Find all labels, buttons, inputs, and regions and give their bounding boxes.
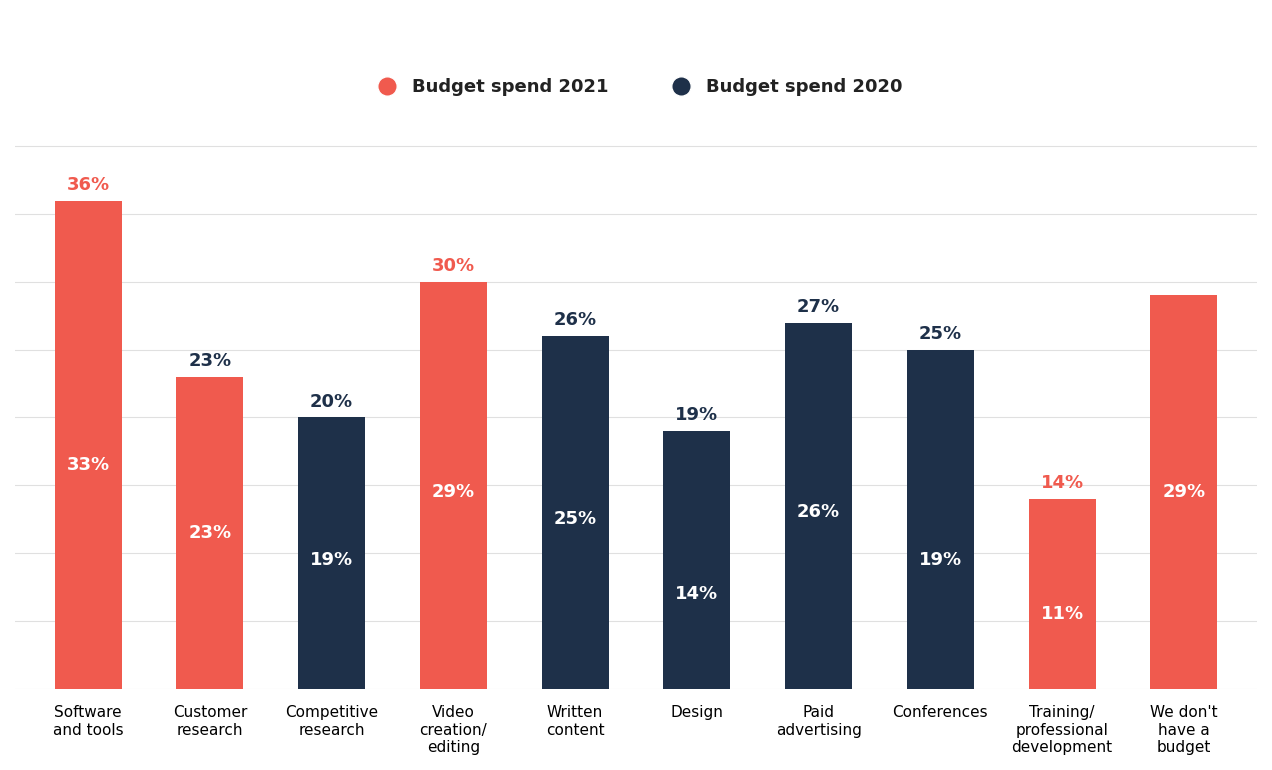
Bar bbox=[1029, 540, 1095, 688]
Text: 36%: 36% bbox=[66, 176, 109, 194]
Text: 26%: 26% bbox=[798, 504, 841, 521]
Text: 33%: 33% bbox=[66, 456, 109, 474]
Text: 25%: 25% bbox=[918, 325, 962, 343]
Text: 14%: 14% bbox=[1040, 474, 1084, 492]
Bar bbox=[907, 350, 974, 688]
Bar bbox=[664, 499, 730, 688]
Bar bbox=[542, 336, 608, 688]
Text: 19%: 19% bbox=[310, 551, 354, 569]
Text: 29%: 29% bbox=[1163, 483, 1206, 501]
Text: 11%: 11% bbox=[1040, 605, 1084, 623]
Bar bbox=[177, 377, 243, 688]
Bar bbox=[785, 336, 852, 688]
Bar bbox=[55, 241, 122, 688]
Bar bbox=[298, 431, 365, 688]
Text: 20%: 20% bbox=[310, 393, 354, 410]
Text: 14%: 14% bbox=[675, 584, 719, 603]
Text: 29%: 29% bbox=[431, 483, 474, 501]
Text: 25%: 25% bbox=[553, 510, 597, 528]
Text: 26%: 26% bbox=[553, 311, 597, 330]
Bar bbox=[1029, 499, 1095, 688]
Text: 23%: 23% bbox=[188, 352, 232, 370]
Text: 19%: 19% bbox=[675, 407, 719, 424]
Bar bbox=[55, 200, 122, 688]
Bar bbox=[1150, 296, 1217, 688]
Text: 23%: 23% bbox=[188, 524, 232, 541]
Text: 27%: 27% bbox=[798, 298, 841, 316]
Bar bbox=[664, 431, 730, 688]
Bar bbox=[420, 282, 487, 688]
Text: 30%: 30% bbox=[431, 257, 474, 275]
Bar bbox=[785, 323, 852, 688]
Bar bbox=[177, 377, 243, 688]
Bar bbox=[420, 296, 487, 688]
Bar bbox=[907, 431, 974, 688]
Legend: Budget spend 2021, Budget spend 2020: Budget spend 2021, Budget spend 2020 bbox=[361, 72, 911, 104]
Bar bbox=[298, 417, 365, 688]
Bar bbox=[542, 350, 608, 688]
Text: 19%: 19% bbox=[918, 551, 962, 569]
